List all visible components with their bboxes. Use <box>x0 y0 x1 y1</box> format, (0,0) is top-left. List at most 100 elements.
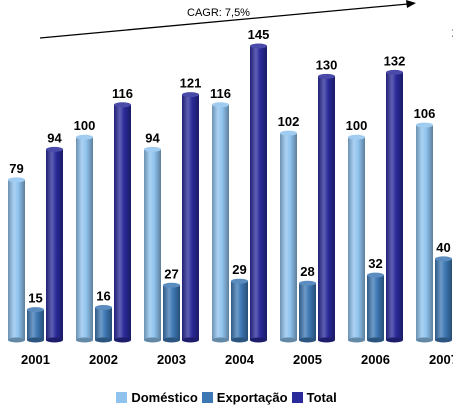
bar-cap <box>27 307 44 313</box>
cagr-annotation: CAGR: 7,5% <box>39 0 416 39</box>
legend-label: Doméstico <box>131 390 198 405</box>
bar-body <box>46 149 63 340</box>
legend-swatch <box>116 392 128 403</box>
bar-base <box>280 337 297 343</box>
bar-total-2001 <box>46 146 63 343</box>
bar-base <box>114 337 131 343</box>
bar-body <box>182 94 199 340</box>
data-label: 146 <box>452 25 453 40</box>
bar-dom-stico-2005 <box>280 130 297 343</box>
bar-exporta-o-2005 <box>299 280 316 343</box>
bar-dom-stico-2006 <box>348 134 365 343</box>
bar-body <box>95 307 112 340</box>
bar-base <box>27 337 44 343</box>
bar-cap <box>299 280 316 286</box>
bar-total-2002 <box>114 102 131 343</box>
data-label: 132 <box>384 53 406 68</box>
bar-cap <box>163 282 180 288</box>
bar-body <box>299 283 316 340</box>
bar-body <box>144 149 161 340</box>
bar-cap <box>280 130 297 136</box>
bar-dom-stico-2001 <box>8 177 25 343</box>
bar-body <box>416 125 433 340</box>
legend-item-total: Total <box>291 390 337 405</box>
bar-body <box>280 133 297 340</box>
bar-body <box>386 72 403 341</box>
bar-cap <box>386 69 403 75</box>
bar-body <box>318 76 335 341</box>
x-tick-label: 2001 <box>21 352 50 367</box>
legend-item-dom-stico: Doméstico <box>116 390 198 405</box>
x-tick-label: 2007 <box>429 352 453 367</box>
bar-cap <box>212 102 229 108</box>
data-label: 102 <box>278 114 300 129</box>
data-label: 94 <box>145 130 160 145</box>
bar-base <box>299 337 316 343</box>
data-label: 15 <box>28 291 42 306</box>
legend-label: Total <box>306 390 337 405</box>
bar-base <box>435 337 452 343</box>
bar-base <box>46 337 63 343</box>
bar-body <box>250 46 267 340</box>
data-label: 27 <box>164 266 178 281</box>
legend-label: Exportação <box>216 390 288 405</box>
bar-base <box>95 337 112 343</box>
bar-total-2003 <box>182 92 199 343</box>
legend-swatch <box>291 392 303 403</box>
bar-dom-stico-2002 <box>76 134 93 343</box>
legend-item-exporta-o: Exportação <box>201 390 288 405</box>
x-tick-label: 2002 <box>89 352 118 367</box>
bar-exporta-o-2003 <box>163 282 180 343</box>
bar-cap <box>76 134 93 140</box>
x-tick-label: 2003 <box>157 352 186 367</box>
bar-total-2005 <box>318 73 335 343</box>
bar-body <box>8 179 25 340</box>
bar-cap <box>250 43 267 49</box>
data-label: 100 <box>346 118 368 133</box>
cagr-arrow-line <box>39 3 409 39</box>
bar-cap <box>348 134 365 140</box>
bar-base <box>348 337 365 343</box>
bar-cap <box>8 177 25 183</box>
bar-exporta-o-2004 <box>231 278 248 343</box>
bar-cap <box>416 122 433 128</box>
bar-body <box>367 275 384 340</box>
data-label: 145 <box>248 27 270 42</box>
bar-base <box>250 337 267 343</box>
bar-body <box>163 285 180 340</box>
bar-body <box>348 137 365 340</box>
bar-cap <box>367 272 384 278</box>
bar-body <box>435 258 452 340</box>
bar-dom-stico-2004 <box>212 102 229 343</box>
data-label: 94 <box>47 130 62 145</box>
bar-body <box>76 137 93 340</box>
bar-exporta-o-2007 <box>435 256 452 343</box>
bar-total-2004 <box>250 43 267 343</box>
bar-base <box>386 337 403 343</box>
data-label: 32 <box>368 256 382 271</box>
data-label: 121 <box>180 76 202 91</box>
legend-swatch <box>201 392 213 403</box>
bar-exporta-o-2001 <box>27 307 44 343</box>
data-label: 130 <box>316 57 338 72</box>
bar-base <box>8 337 25 343</box>
data-label: 79 <box>9 161 23 176</box>
bar-exporta-o-2006 <box>367 272 384 343</box>
bar-base <box>182 337 199 343</box>
bar-base <box>212 337 229 343</box>
bars-layer: 79 15 94 2001 100 16 116 2002 94 27 121 2003 116 29 14… <box>8 25 453 367</box>
bar-cap <box>95 305 112 311</box>
bar-base <box>163 337 180 343</box>
bar-cap <box>46 146 63 152</box>
data-label: 28 <box>300 264 314 279</box>
bar-dom-stico-2007 <box>416 122 433 343</box>
data-label: 16 <box>96 289 110 304</box>
bar-base <box>318 337 335 343</box>
bar-base <box>76 337 93 343</box>
bar-body <box>27 309 44 340</box>
bar-base <box>231 337 248 343</box>
data-label: 116 <box>112 86 133 101</box>
bar-cap <box>182 92 199 98</box>
bar-cap <box>435 256 452 262</box>
